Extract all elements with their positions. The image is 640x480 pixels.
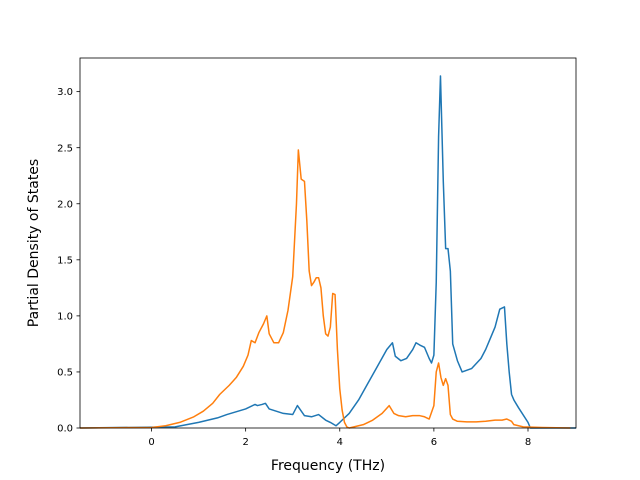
x-axis-ticks: 0 2 4 6 8 xyxy=(148,428,531,448)
y-tick-label: 1.5 xyxy=(57,255,73,266)
y-tick-label: 0.5 xyxy=(57,368,73,379)
y-axis-label: Partial Density of States xyxy=(26,159,42,327)
series-layer xyxy=(79,75,576,429)
x-tick-label: 6 xyxy=(431,437,437,448)
y-tick-label: 3.0 xyxy=(57,87,73,98)
plot-frame xyxy=(79,57,577,429)
y-axis-ticks: 0.0 0.5 1.0 1.5 2.0 2.5 3.0 xyxy=(57,87,80,435)
y-tick-label: 2.0 xyxy=(57,199,73,210)
y-tick-label: 0.0 xyxy=(57,424,73,435)
x-tick-label: 0 xyxy=(148,437,154,448)
y-tick-label: 1.0 xyxy=(57,311,73,322)
series-line-1 xyxy=(79,75,576,429)
series-line-2 xyxy=(79,149,571,429)
x-tick-label: 4 xyxy=(337,437,343,448)
x-tick-label: 2 xyxy=(242,437,248,448)
y-tick-label: 2.5 xyxy=(57,143,73,154)
x-axis-label: Frequency (THz) xyxy=(271,458,385,474)
x-tick-label: 8 xyxy=(525,437,531,448)
